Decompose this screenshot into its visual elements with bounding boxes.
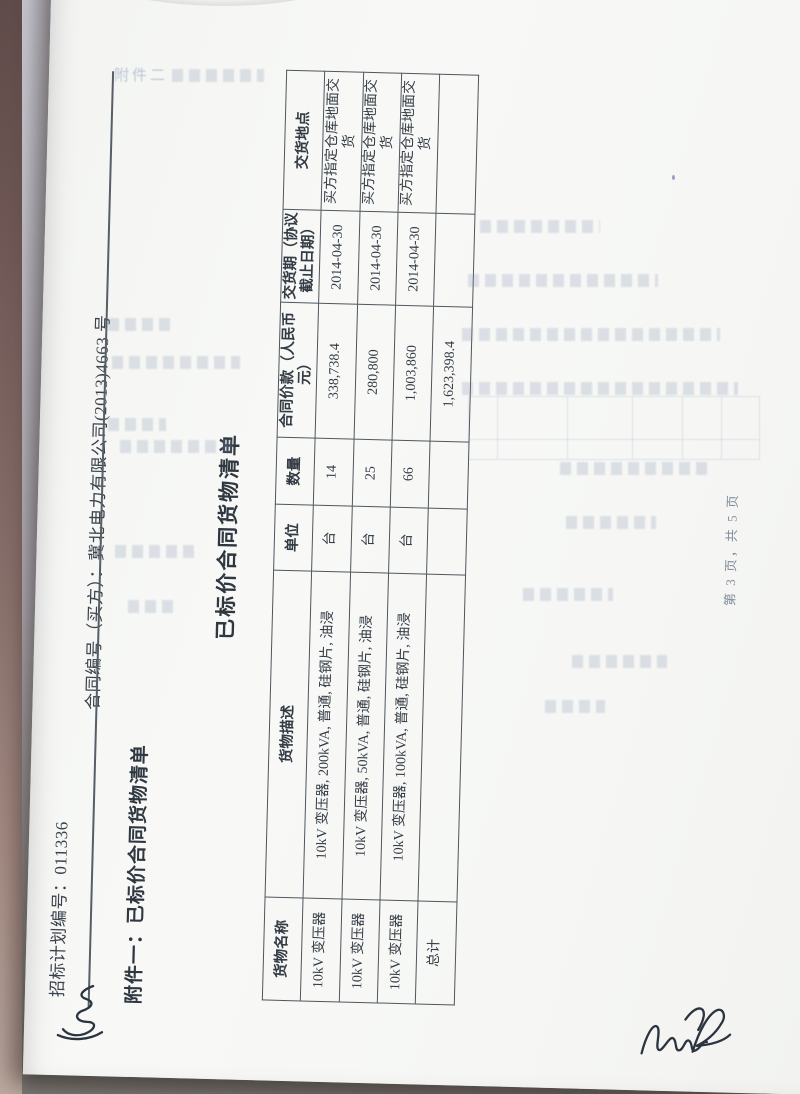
rotated-document-content: 招标计划编号：011336 合同编号（买方）：冀北电力有限公司(2013)466… bbox=[16, 21, 800, 1061]
goods-table-cell: 280,800 bbox=[353, 304, 396, 441]
signature bbox=[640, 1007, 732, 1055]
handwritten-mark bbox=[56, 984, 104, 1041]
goods-table-cell: 10kV 变压器 bbox=[300, 897, 342, 1002]
goods-table-cell: 1,003,860 bbox=[391, 305, 434, 442]
goods-table-cell: 25 bbox=[352, 439, 392, 508]
goods-table-cell: 14 bbox=[313, 438, 354, 507]
goods-table-cell: 台 bbox=[388, 507, 429, 575]
goods-table-header-6: 交货地点 bbox=[283, 70, 325, 211]
goods-table-cell: 2014-04-30 bbox=[318, 210, 360, 305]
goods-table-cell: 10kV 变压器 bbox=[339, 898, 380, 1003]
goods-table-cell: 买方指定仓库地面交货 bbox=[359, 72, 402, 213]
goods-table-cell: 台 bbox=[311, 505, 353, 573]
attachment-heading: 附件一：已标价合同货物清单 bbox=[123, 743, 152, 1005]
scanned-page: 招标计划编号：011336 合同编号（买方）：冀北电力有限公司(2013)466… bbox=[22, 0, 800, 1094]
total-label: 总计 bbox=[415, 900, 457, 1005]
goods-table-cell: 买方指定仓库地面交货 bbox=[320, 71, 364, 212]
table-title: 已标价合同货物清单 bbox=[213, 432, 243, 641]
empty-cell bbox=[417, 574, 466, 902]
goods-table-cell: 66 bbox=[390, 440, 430, 509]
goods-table-cell: 2014-04-30 bbox=[357, 211, 398, 306]
goods-table-header-5: 交货期（协议截止日期） bbox=[280, 209, 321, 304]
scanner-gutter-strip bbox=[0, 0, 22, 1094]
empty-cell bbox=[428, 441, 469, 510]
goods-table-header-3: 数量 bbox=[275, 437, 315, 506]
goods-table-cell: 338,738.4 bbox=[314, 303, 358, 440]
goods-table-header-4: 合同价款（人民币元） bbox=[277, 302, 319, 439]
goods-table-header-2: 单位 bbox=[273, 504, 314, 572]
goods-table-header-0: 货物名称 bbox=[262, 896, 303, 1001]
page-curl-highlight bbox=[60, 0, 364, 10]
empty-cell bbox=[426, 508, 468, 576]
page-indicator: 第 3 页，共 5 页 bbox=[722, 492, 741, 607]
goods-table-cell: 台 bbox=[350, 506, 391, 574]
total-price: 1,623,398.4 bbox=[429, 306, 473, 443]
goods-table-cell: 买方指定仓库地面交货 bbox=[397, 73, 440, 214]
goods-table: 货物名称 货物描述 单位 数量 合同价款（人民币元） 交货期（协议截止日期） 交货地点 10… bbox=[262, 70, 479, 1006]
goods-table-cell: 10kV 变压器 bbox=[377, 899, 418, 1004]
empty-cell bbox=[433, 213, 475, 308]
tender-plan-number: 招标计划编号：011336 bbox=[47, 821, 72, 998]
goods-table-cell: 2014-04-30 bbox=[395, 212, 436, 307]
empty-cell bbox=[435, 74, 479, 215]
